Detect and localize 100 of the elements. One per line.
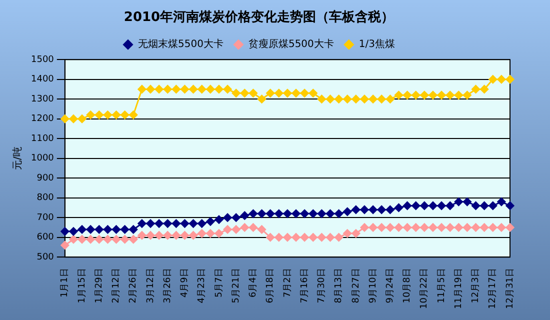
point — [360, 94, 369, 104]
y-tick-label: 600 — [36, 232, 54, 243]
point — [180, 84, 189, 94]
x-tick-label: 11月19日 — [454, 268, 464, 309]
point — [274, 88, 284, 98]
point — [300, 88, 309, 98]
point — [206, 217, 215, 226]
point — [446, 223, 454, 232]
point — [69, 114, 78, 124]
point — [437, 223, 446, 232]
y-tick-label: 1000 — [31, 154, 54, 164]
x-tick-label: 8月13日 — [334, 268, 344, 304]
point — [454, 198, 463, 206]
x-tick-label: 1月1日 — [60, 268, 70, 298]
point — [412, 201, 420, 210]
point — [368, 223, 378, 232]
point — [248, 209, 258, 218]
x-tick-label: 7月16日 — [300, 268, 310, 304]
y-tick-label: 800 — [36, 193, 54, 204]
point — [386, 94, 394, 104]
point — [60, 240, 70, 250]
point — [189, 84, 198, 94]
point — [472, 84, 480, 94]
point — [446, 90, 454, 100]
point — [292, 233, 300, 242]
point — [103, 225, 112, 234]
point — [326, 233, 334, 242]
point — [377, 94, 386, 104]
point — [283, 233, 292, 242]
point — [462, 90, 472, 100]
point — [248, 223, 258, 232]
point — [334, 233, 344, 242]
point — [112, 225, 121, 234]
point — [343, 207, 352, 216]
point — [317, 233, 326, 242]
x-tick-label: 8月27日 — [351, 268, 362, 304]
point — [154, 231, 164, 240]
legend-label: 贫瘦原煤5500大卡 — [248, 38, 334, 50]
point — [112, 235, 121, 244]
y-tick-label: 900 — [36, 173, 54, 184]
point — [154, 84, 164, 94]
point — [198, 229, 206, 238]
point — [386, 205, 394, 214]
y-tick-label: 1400 — [31, 74, 54, 85]
point — [223, 225, 232, 234]
point — [454, 223, 463, 232]
point — [232, 88, 240, 98]
point — [180, 231, 189, 240]
point — [394, 223, 403, 232]
point — [497, 223, 506, 232]
point — [86, 110, 95, 120]
point — [352, 94, 360, 104]
legend-label: 无烟末煤5500大卡 — [138, 38, 224, 50]
x-tick-label: 12月31日 — [505, 268, 516, 309]
x-tick-label: 9月24日 — [386, 268, 396, 304]
chart-title: 2010年河南煤炭价格变化走势图（车板含税） — [124, 9, 394, 26]
point — [403, 201, 412, 210]
point — [129, 225, 138, 234]
x-tick-label: 10月8日 — [402, 268, 413, 304]
point — [163, 231, 172, 240]
point — [120, 225, 130, 234]
point — [214, 215, 224, 224]
x-tick-label: 4月23日 — [197, 268, 208, 304]
point — [214, 84, 224, 94]
x-tick-label: 3月12日 — [146, 268, 156, 304]
x-tick-label: 7月30日 — [317, 268, 328, 304]
point — [198, 84, 206, 94]
legend-label: 1/3焦煤 — [358, 38, 395, 50]
x-tick-label: 5月21日 — [231, 268, 242, 304]
point — [189, 231, 198, 240]
point — [146, 84, 155, 94]
y-tick-label: 1100 — [31, 134, 54, 144]
point — [497, 198, 506, 206]
point — [86, 235, 95, 244]
point — [240, 88, 249, 98]
x-tick-label: 9月10日 — [368, 268, 378, 304]
point — [437, 201, 446, 210]
point — [69, 235, 78, 244]
y-tick-label: 1500 — [31, 54, 54, 65]
x-tick-label: 12月3日 — [471, 268, 482, 304]
point — [78, 235, 86, 244]
point — [103, 110, 112, 120]
point — [446, 201, 454, 210]
point — [60, 227, 70, 236]
point — [412, 223, 420, 232]
point — [292, 209, 300, 218]
x-tick-label: 4月9日 — [180, 268, 190, 298]
point — [394, 90, 403, 100]
point — [360, 223, 369, 232]
point — [403, 223, 412, 232]
point — [352, 205, 360, 214]
point — [480, 223, 489, 232]
point — [326, 209, 334, 218]
point — [428, 201, 438, 210]
y-axis-title: 元/吨 — [12, 146, 24, 170]
point — [334, 94, 344, 104]
x-tick-label: 1月29日 — [94, 268, 104, 304]
point — [412, 90, 420, 100]
point — [334, 209, 344, 218]
point — [138, 231, 146, 240]
